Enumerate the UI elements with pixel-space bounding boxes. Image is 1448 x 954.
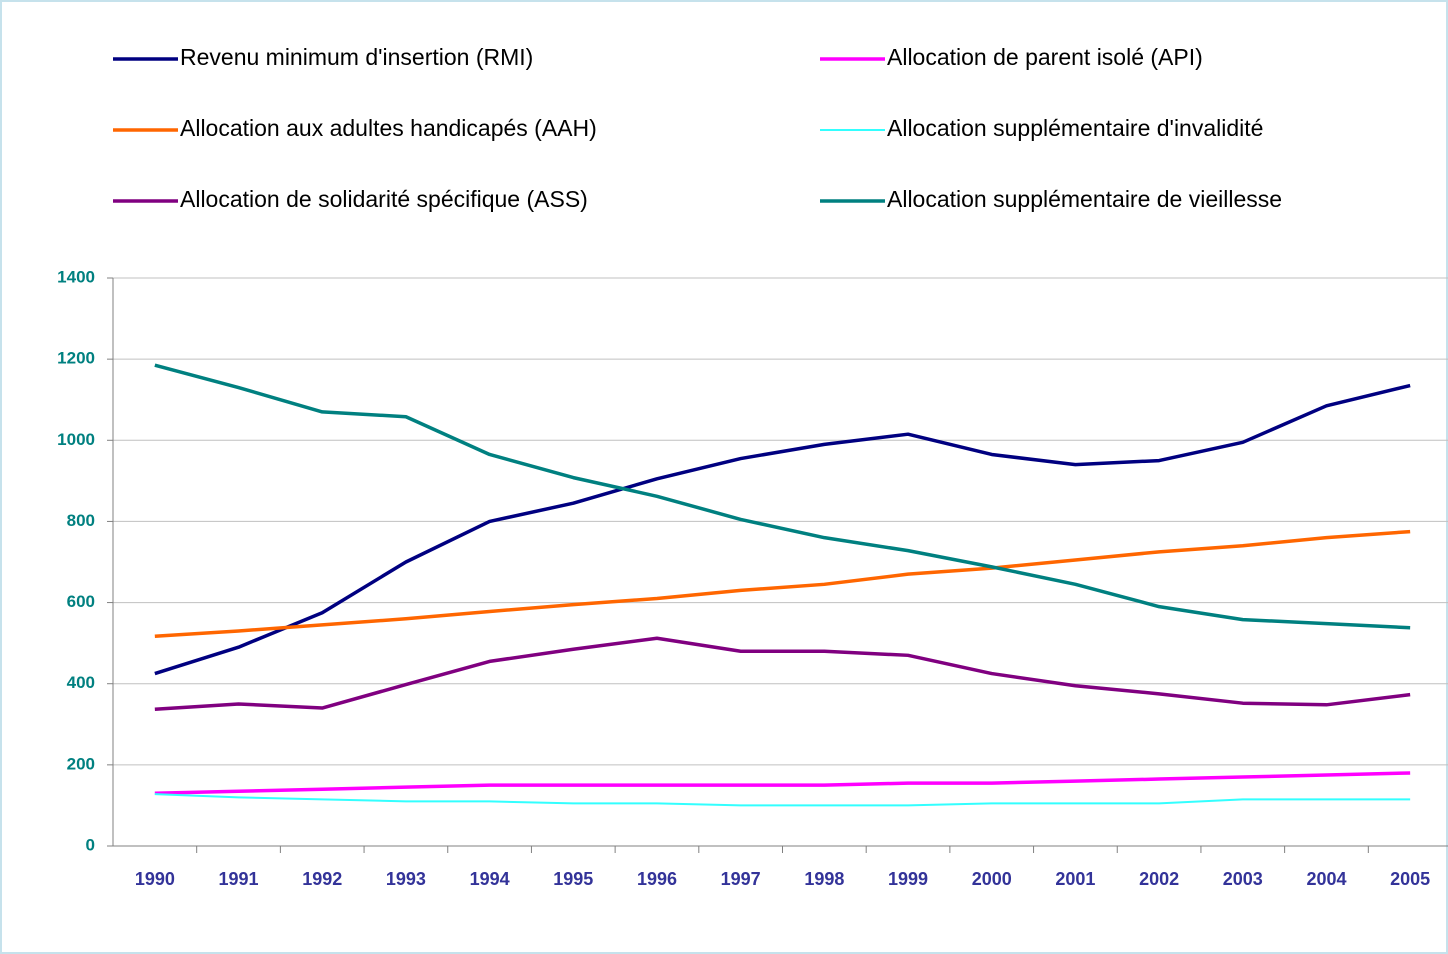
series-line [154,529,1411,638]
x-tick-label: 2003 [1223,869,1263,889]
x-tick-label: 2002 [1139,869,1179,889]
x-tick-label: 2000 [972,869,1012,889]
x-tick-label: 1994 [470,869,510,889]
series-line [154,636,1411,712]
legend-label: Allocation supplémentaire d'invalidité [887,115,1263,141]
series-line [154,363,1411,630]
y-tick-label: 1200 [57,349,95,368]
y-tick-label: 0 [86,835,95,854]
y-tick-label: 1400 [57,267,95,286]
x-tick-label: 1997 [721,869,761,889]
y-tick-label: 400 [67,673,95,692]
series-line [154,771,1411,796]
legend-label: Allocation supplémentaire de vieillesse [887,186,1282,212]
x-tick-label: 2001 [1055,869,1095,889]
x-tick-label: 1998 [804,869,844,889]
x-tick-label: 1990 [135,869,175,889]
legend-label: Allocation aux adultes handicapés (AAH) [180,115,597,141]
legend-label: Revenu minimum d'insertion (RMI) [180,44,533,70]
legend-label: Allocation de solidarité spécifique (ASS… [180,186,588,212]
x-tick-label: 1992 [302,869,342,889]
x-tick-label: 2004 [1306,869,1346,889]
legend-label: Allocation de parent isolé (API) [887,44,1203,70]
x-tick-label: 1991 [219,869,259,889]
y-tick-label: 200 [67,754,95,773]
series-line [154,383,1411,676]
y-tick-label: 600 [67,592,95,611]
x-tick-label: 2005 [1390,869,1430,889]
x-tick-label: 1996 [637,869,677,889]
x-tick-label: 1993 [386,869,426,889]
y-tick-label: 1000 [57,430,95,449]
series-line [154,793,1411,807]
x-tick-label: 1999 [888,869,928,889]
x-tick-label: 1995 [553,869,593,889]
y-tick-label: 800 [67,511,95,530]
